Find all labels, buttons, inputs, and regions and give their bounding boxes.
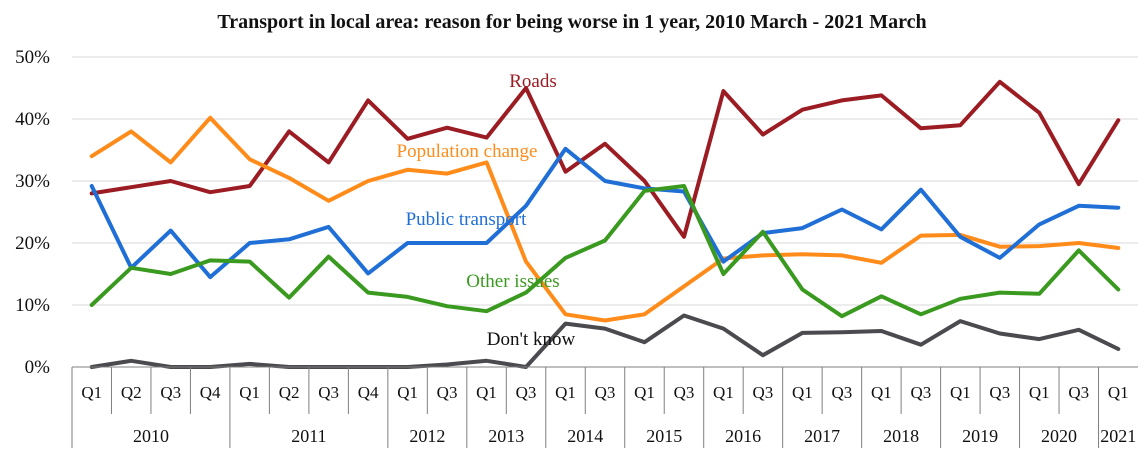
year-label: 2012 — [409, 426, 445, 446]
series-line-roads — [89, 79, 1121, 239]
x-tick-label: Q3 — [674, 383, 695, 402]
y-tick-label: 30% — [15, 171, 50, 192]
x-tick-label: Q3 — [989, 383, 1010, 402]
chart-title: Transport in local area: reason for bein… — [217, 11, 926, 33]
x-tick-label: Q3 — [437, 383, 458, 402]
x-tick-label: Q1 — [397, 383, 418, 402]
x-tick-label: Q3 — [831, 383, 852, 402]
x-tick-label: Q1 — [476, 383, 497, 402]
year-label: 2015 — [646, 426, 682, 446]
x-tick-label: Q1 — [81, 383, 102, 402]
x-tick-label: Q1 — [634, 383, 655, 402]
x-tick-label: Q1 — [239, 383, 260, 402]
series-line-don-t-know — [89, 313, 1121, 369]
x-tick-label: Q1 — [871, 383, 892, 402]
series-labels: Roads Population change Public transport Ot… — [397, 71, 576, 350]
series-label: Population change — [397, 141, 538, 162]
x-tick-label: Q3 — [1068, 383, 1089, 402]
x-tick-label: Q1 — [792, 383, 813, 402]
x-tick-label: Q4 — [200, 383, 221, 402]
x-tick-label: Q1 — [555, 383, 576, 402]
series-label: Other issues — [466, 271, 559, 292]
series-line-population-change — [89, 115, 1121, 323]
series-lines — [89, 79, 1121, 369]
series-label: Public transport — [406, 209, 528, 230]
x-tick-label: Q1 — [1108, 383, 1129, 402]
series-label: Roads — [509, 71, 557, 92]
year-label: 2020 — [1041, 426, 1077, 446]
y-tick-label: 20% — [15, 233, 50, 254]
series-label: Don't know — [487, 329, 576, 350]
x-tick-label: Q3 — [318, 383, 339, 402]
x-tick-label: Q3 — [753, 383, 774, 402]
year-label: 2018 — [883, 426, 919, 446]
x-tick-label: Q1 — [713, 383, 734, 402]
x-tick-label: Q2 — [279, 383, 300, 402]
x-axis: Q1 Q2 Q3 Q4 Q1 Q2 Q3 Q4 Q1 Q3 Q1 Q3 Q1 Q3 Q1 Q3 Q1 Q3 Q1 Q3… — [71, 366, 1138, 448]
y-tick-label: 50% — [15, 47, 50, 68]
x-tick-label: Q3 — [516, 383, 537, 402]
x-tick-label: Q4 — [358, 383, 379, 402]
year-label: 2011 — [291, 426, 326, 446]
year-label: 2014 — [567, 426, 603, 446]
x-tick-label: Q1 — [1029, 383, 1050, 402]
x-tick-label: Q1 — [950, 383, 971, 402]
y-tick-label: 10% — [15, 295, 50, 316]
y-axis-ticks: 0% 10% 20% 30% 40% 50% — [15, 47, 50, 378]
year-label: 2010 — [133, 426, 169, 446]
y-tick-label: 40% — [15, 109, 50, 130]
x-tick-label: Q3 — [160, 383, 181, 402]
series-line-other-issues — [89, 184, 1121, 319]
year-label: 2017 — [804, 426, 840, 446]
x-tick-label: Q3 — [910, 383, 931, 402]
year-label: 2016 — [725, 426, 761, 446]
x-tick-label: Q2 — [121, 383, 142, 402]
series-line-public-transport — [89, 146, 1121, 280]
year-label: 2019 — [962, 426, 998, 446]
year-label: 2013 — [488, 426, 524, 446]
x-tick-label: Q3 — [595, 383, 616, 402]
year-label: 2021 — [1100, 426, 1136, 446]
y-tick-label: 0% — [25, 357, 51, 378]
